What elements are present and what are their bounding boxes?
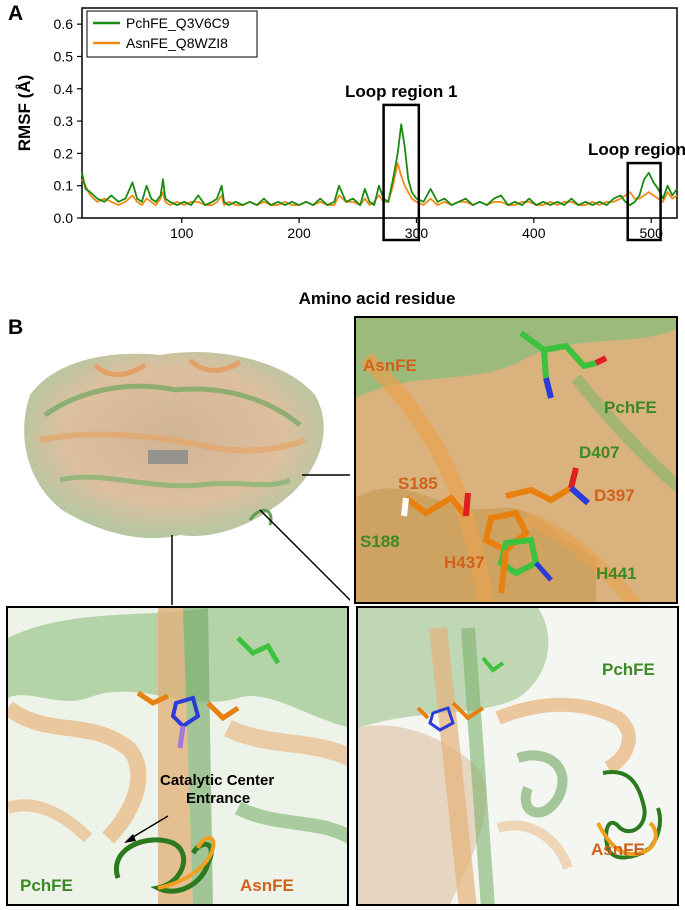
x-tick-label: 100: [170, 225, 194, 241]
y-tick-label: 0.1: [54, 178, 74, 194]
loop-region-box: [626, 161, 662, 242]
series-line-AsnFE_Q8WZI8: [81, 162, 678, 206]
label-d407: D407: [579, 443, 620, 462]
y-tick-label: 0.5: [54, 48, 74, 64]
label-s188: S188: [360, 532, 400, 551]
panel-letter-b: B: [8, 316, 24, 339]
y-tick-label: 0.2: [54, 145, 74, 161]
x-tick-label: 200: [287, 225, 311, 241]
label-asnfe-c: AsnFE: [363, 356, 417, 375]
label-h437: H437: [444, 553, 485, 572]
y-tick-label: 0.0: [54, 210, 74, 226]
legend-frame: [86, 10, 258, 58]
label-d397: D397: [594, 486, 635, 505]
loop-region-label: Loop region 2: [588, 140, 685, 159]
active-site-panel: AsnFE PchFE D407 S185 S188 D397 H437 H44…: [354, 316, 678, 604]
label-s185: S185: [398, 474, 438, 493]
rmsf-chart: 100 200 300 400 500 0.0 0.1 0.2 0.3 0.4 0.5 0.6 Loo…: [15, 7, 685, 308]
x-axis-label: Amino acid residue: [299, 289, 456, 308]
label-asnfe-e: AsnFE: [591, 840, 645, 859]
y-tick-label: 0.4: [54, 81, 74, 97]
x-tick-label: 500: [640, 225, 664, 241]
active-site-image: [356, 318, 676, 602]
chart-annotations: Loop region 1 Loop region 2: [345, 82, 685, 242]
legend-entry: PchFE_Q3V6C9: [126, 15, 230, 31]
y-tick-label: 0.3: [54, 113, 74, 129]
chart-legend: PchFE_Q3V6C9 AsnFE_Q8WZI8: [86, 10, 258, 58]
label-pchfe-d: PchFE: [20, 876, 73, 895]
panel-letter-a: A: [8, 2, 24, 25]
plot-frame: [81, 7, 678, 219]
label-h441: H441: [596, 564, 637, 583]
label-pchfe-e: PchFE: [602, 660, 655, 679]
loop-region-label: Loop region 1: [345, 82, 457, 101]
catalytic-entrance-image: [8, 608, 347, 904]
label-entrance: Entrance: [186, 790, 251, 807]
chart-series: [81, 123, 678, 206]
loop-region-panel: PchFE AsnFE: [356, 606, 679, 906]
x-tick-label: 300: [405, 225, 429, 241]
loop-region-box: [382, 103, 421, 242]
legend-entry: AsnFE_Q8WZI8: [126, 35, 228, 51]
y-axis-label: RMSF (Å): [15, 75, 34, 151]
series-line-PchFE_Q3V6C9: [81, 123, 678, 206]
catalytic-entrance-panel: Catalytic Center Entrance PchFE AsnFE: [6, 606, 349, 906]
label-catalytic-center: Catalytic Center: [160, 772, 275, 789]
label-asnfe-d: AsnFE: [240, 876, 294, 895]
protein-overview-image: [24, 351, 350, 605]
label-pchfe-c: PchFE: [604, 398, 657, 417]
x-tick-label: 400: [522, 225, 546, 241]
loop-region-image: [358, 608, 662, 904]
y-tick-label: 0.6: [54, 16, 74, 32]
chart-axes: 100 200 300 400 500 0.0 0.1 0.2 0.3 0.4 0.5 0.6: [54, 7, 678, 241]
